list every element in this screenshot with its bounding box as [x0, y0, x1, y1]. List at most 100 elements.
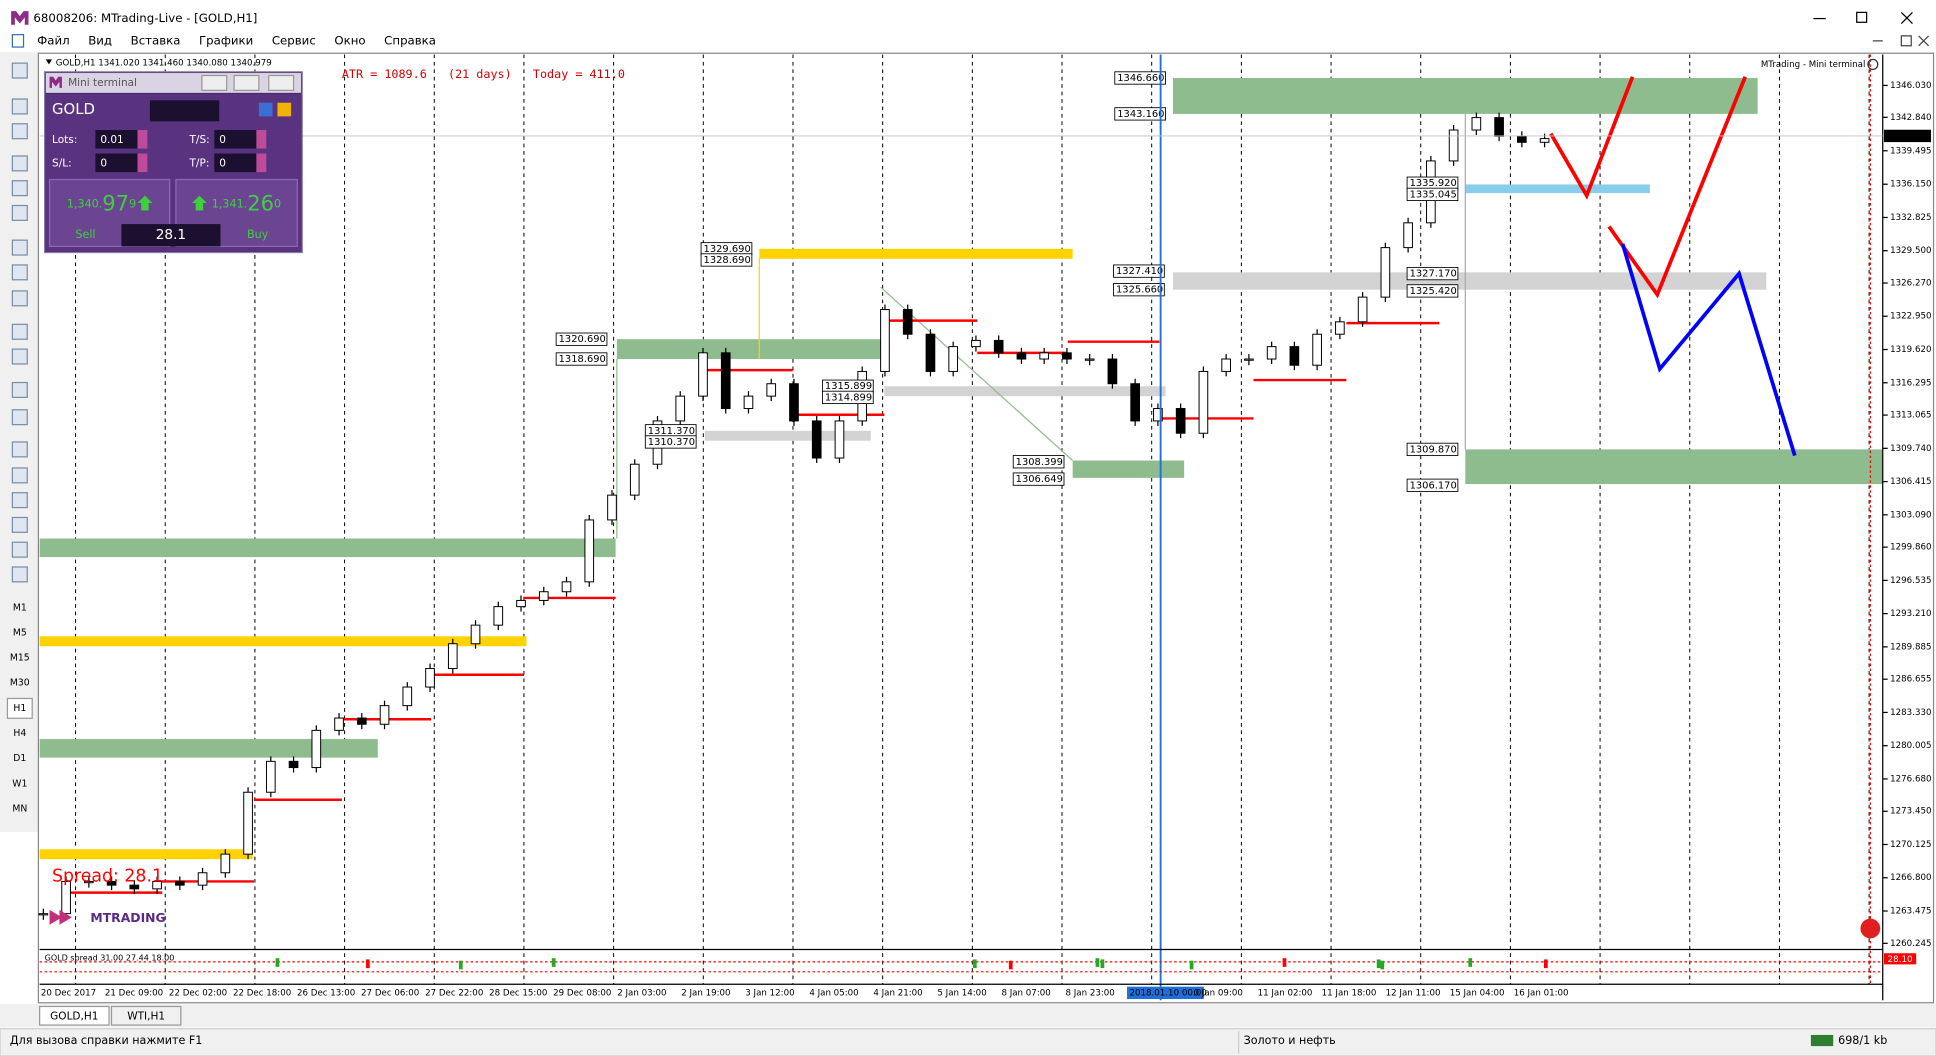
candle-body: [106, 880, 117, 886]
tool-button[interactable]: [11, 492, 28, 509]
menu-item[interactable]: Графики: [199, 33, 253, 47]
tab-bar: [0, 1004, 1936, 1028]
timeframe-button[interactable]: M15: [10, 653, 30, 664]
tool-button[interactable]: [11, 381, 28, 399]
ts-input[interactable]: [214, 129, 257, 149]
tool-button[interactable]: [11, 348, 28, 365]
price-tag-box: [1012, 472, 1065, 486]
timeframe-button[interactable]: M30: [10, 678, 30, 689]
menu-item[interactable]: Вид: [88, 33, 112, 47]
candle-body: [1403, 222, 1413, 249]
candle-body: [720, 352, 731, 410]
tool-button[interactable]: [11, 516, 28, 533]
chart-tab-label[interactable]: GOLD,H1: [50, 1010, 98, 1022]
lots-input[interactable]: [95, 129, 138, 149]
x-tick-label: 5 Jan 14:00: [937, 988, 986, 998]
y-tick-label: 1326.270: [1890, 279, 1931, 289]
price-tag: 1329.690: [704, 244, 751, 255]
x-tick-label: 29 Dec 08:00: [553, 988, 611, 998]
tool-button[interactable]: [11, 62, 28, 79]
sl-input[interactable]: [95, 153, 138, 173]
lots-value: 0.01: [100, 134, 123, 146]
price-tag: 1325.420: [1410, 286, 1457, 297]
ts-spinner[interactable]: [256, 129, 267, 149]
candle-body: [1221, 358, 1231, 372]
tool-button[interactable]: [11, 155, 28, 172]
corner-icon[interactable]: [1867, 58, 1879, 70]
menu-item[interactable]: Сервис: [272, 33, 316, 47]
tool-button[interactable]: [11, 204, 28, 221]
price-tag: 1320.690: [559, 334, 606, 345]
menu-item[interactable]: Файл: [37, 33, 69, 47]
sell-label: Sell: [75, 228, 95, 241]
mini-min[interactable]: [201, 74, 228, 91]
timeframe-button[interactable]: D1: [13, 753, 26, 764]
status-bar: [0, 1028, 1936, 1056]
lots-spinner[interactable]: [137, 129, 148, 149]
x-tick-label: 2 Jan 03:00: [617, 988, 666, 998]
price-tag: 1315.899: [825, 381, 872, 392]
price-tag-box: [1406, 442, 1459, 457]
alert-button[interactable]: [1860, 918, 1881, 939]
candle-body: [379, 705, 390, 725]
demand-zone: [616, 339, 887, 360]
tool-button[interactable]: [11, 541, 28, 558]
zones: [39, 77, 1883, 860]
lots-label: Lots:: [52, 134, 77, 146]
y-tick-label: 1296.535: [1890, 576, 1931, 586]
timeframe-button[interactable]: H1: [13, 703, 26, 714]
sl-label: S/L:: [52, 157, 72, 169]
spread-bar: [1376, 959, 1381, 969]
price-tag-box: [1406, 478, 1459, 492]
chart-tab[interactable]: [110, 1005, 182, 1026]
tool-button[interactable]: [11, 290, 28, 307]
chart-tab[interactable]: [39, 1005, 110, 1026]
timeframe-button[interactable]: MN: [12, 803, 27, 814]
tool-button[interactable]: [11, 409, 28, 426]
child-window-controls[interactable]: [1872, 35, 1930, 47]
price-tag: 1346.660: [1117, 73, 1164, 84]
tool-button[interactable]: [11, 566, 28, 583]
timeframe-button[interactable]: H4: [13, 728, 26, 739]
status-traffic: 698/1 kb: [1838, 1034, 1887, 1047]
candle-body: [1494, 117, 1504, 137]
symbol-box[interactable]: [149, 100, 220, 122]
mini-restore[interactable]: [233, 74, 260, 91]
tool-button[interactable]: [11, 180, 28, 197]
tool-button[interactable]: [11, 441, 28, 458]
y-tick-label: 1309.740: [1890, 444, 1931, 454]
close-button[interactable]: [1900, 11, 1913, 24]
logo: MTRADING: [90, 911, 165, 925]
tool-button[interactable]: [11, 239, 28, 256]
settings-button[interactable]: [258, 102, 273, 117]
price-tag-box: [1113, 264, 1165, 278]
sl-spinner[interactable]: [137, 153, 148, 173]
menu-item[interactable]: Окно: [334, 33, 365, 47]
tool-button[interactable]: [11, 123, 28, 140]
menu-item[interactable]: Справка: [384, 33, 436, 47]
candle-body: [1517, 135, 1527, 143]
tp-input[interactable]: [214, 153, 257, 173]
maximize-button[interactable]: [1856, 11, 1868, 23]
tp-spinner[interactable]: [256, 153, 267, 173]
chart-tab-label[interactable]: WTI,H1: [127, 1010, 165, 1022]
y-tick-label: 1346.030: [1890, 81, 1931, 91]
timeframe-button[interactable]: M5: [13, 627, 27, 638]
candle-body: [1448, 129, 1459, 162]
y-tick-label: 1313.065: [1890, 411, 1931, 421]
timeframe-button[interactable]: W1: [12, 778, 27, 789]
options-button[interactable]: [277, 102, 292, 117]
timeframe-button[interactable]: M1: [13, 602, 27, 613]
candle-body: [538, 591, 549, 601]
tool-button[interactable]: [11, 264, 28, 281]
tool-button[interactable]: [11, 467, 28, 484]
x-tick-label: 3 Jan 12:00: [745, 988, 794, 998]
tool-button[interactable]: [11, 323, 28, 340]
menu-item[interactable]: Вставка: [131, 33, 181, 47]
candle-body: [1107, 358, 1118, 385]
mini-close[interactable]: [268, 74, 295, 91]
y-tick-label: 1306.415: [1890, 477, 1931, 487]
y-tick-label: 1276.680: [1890, 774, 1931, 784]
subwindow-tag: [1883, 953, 1917, 965]
tool-button[interactable]: [11, 98, 28, 115]
